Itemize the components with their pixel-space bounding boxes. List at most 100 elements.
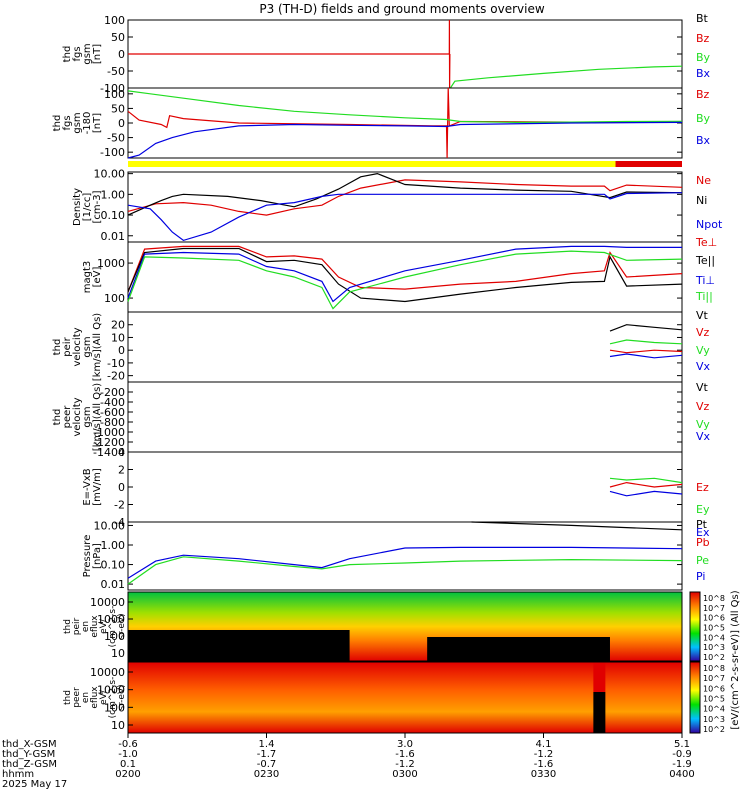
y-tick-label: 0	[118, 117, 125, 130]
y-axis-label: eflux	[90, 686, 100, 709]
y-axis-label: thd	[62, 46, 73, 63]
x-tick-label: 3.0	[397, 739, 413, 750]
x-axis-row-label: 2025 May 17	[2, 779, 67, 790]
series-line-Ti⊥	[127, 245, 682, 303]
y-tick-label: -200	[100, 386, 125, 399]
state-bar-yellow	[128, 161, 616, 167]
x-axis-row-label: thd_X-GSM	[2, 739, 57, 750]
legend-entry: Ey	[696, 503, 710, 516]
series-line-Vt	[609, 324, 683, 332]
panel-frame	[127, 311, 683, 383]
panel-pressure: 10.00 1.00 0.10 0.01 Pressure [nPa] Pt Pb Pe Pi	[82, 518, 710, 591]
x-tick-label: 0300	[392, 769, 417, 780]
y-axis-label: gsm	[82, 336, 93, 357]
y-axis-label: [eV]	[92, 267, 103, 288]
y-tick-label: -1000	[93, 426, 125, 439]
y-tick-label: -2	[114, 499, 125, 512]
state-bar-red	[615, 161, 682, 167]
y-tick-label: 100	[104, 14, 125, 27]
colorbar-label: [eV/(cm^2-s-sr-eV)] (All Qs)	[730, 590, 741, 729]
y-axis-label: [mV/m]	[92, 468, 103, 506]
legend-entry: Vy	[696, 418, 710, 431]
spectrogram-fill	[128, 662, 682, 733]
y-tick-label: -100	[100, 146, 125, 159]
series-line-Pe	[127, 556, 683, 585]
y-axis-label: Pressure	[82, 535, 93, 578]
panel-efield: 4 2 0 -2 -4 E=-VxB [mV/m] Ez Ey Ex	[82, 446, 710, 539]
panel-frame	[127, 591, 683, 662]
legend-entry: Bz	[696, 32, 710, 45]
legend-entry: Vt	[696, 381, 709, 394]
y-tick-label: 1.00	[101, 188, 126, 201]
colorbar-strip	[689, 661, 701, 734]
y-axis-label: sr-eV)	[117, 613, 127, 639]
legend-entry: By	[696, 51, 711, 64]
x-tick-label: -1.0	[118, 749, 138, 760]
x-tick-label: -1.2	[395, 759, 415, 770]
colorbar-tick-label: 10^2	[703, 653, 725, 662]
y-axis-label: peir	[62, 336, 73, 356]
y-axis-label: fgs	[72, 46, 83, 61]
legend-entry: Pe	[696, 554, 709, 567]
legend-entry: Te||	[695, 254, 715, 267]
y-tick-label: 100	[104, 88, 125, 101]
y-tick-label: -800	[100, 416, 125, 429]
legend-entry: Ez	[696, 481, 709, 494]
legend-entry: Bt	[696, 12, 709, 25]
y-axis-label: peer	[72, 687, 82, 708]
series-line-Bx	[127, 121, 683, 159]
x-tick-label: 0330	[531, 769, 556, 780]
x-tick-label: -1.2	[534, 749, 554, 760]
legend-entry: Bz	[696, 88, 710, 101]
y-tick-label: 50	[111, 31, 125, 44]
y-axis-label: gsm	[72, 112, 83, 133]
x-tick-label: 1.4	[259, 739, 275, 750]
colorbar: 10^810^710^610^510^410^310^210^810^710^6…	[689, 590, 741, 734]
y-tick-label: 0	[118, 344, 125, 357]
legend-entry: Vy	[696, 344, 710, 357]
colorbar-tick-label: 10^3	[703, 643, 725, 652]
colorbar-tick-label: 10^8	[703, 594, 725, 603]
legend-entry: Ti||	[695, 290, 713, 303]
legend-entry: Vz	[696, 400, 710, 413]
y-tick-label: -600	[100, 406, 125, 419]
y-axis-label: [km/s](All Qs)	[92, 313, 103, 381]
series-line-Bz	[128, 19, 451, 89]
series-line-Ey	[609, 477, 683, 484]
legend-entry: Ni	[696, 194, 707, 207]
colorbar-tick-label: 10^6	[703, 614, 725, 623]
y-axis-label: [nPa]	[92, 543, 103, 569]
y-axis-label: eV/	[99, 618, 109, 634]
x-axis-row-label: hhmm	[2, 769, 34, 780]
series-line-Ez	[609, 481, 683, 488]
y-tick-label: 0	[118, 48, 125, 61]
legend-entry: Pb	[696, 536, 710, 549]
y-axis-label: en	[81, 692, 91, 703]
y-axis-label: fgs	[62, 115, 73, 130]
y-tick-label: 1.00	[101, 539, 126, 552]
series-line-Vx	[609, 353, 683, 359]
panel-fgs: 100 50 0 -50 -100 thd fgs gsm [nT] Bt Bz By Bx	[62, 12, 711, 95]
y-tick-label: 10	[111, 647, 125, 660]
y-tick-label: 0.01	[101, 230, 126, 243]
y-axis-label: [km/s](All Qs)	[92, 383, 103, 451]
y-tick-label: 10000	[90, 666, 125, 679]
y-tick-label: 4	[118, 446, 125, 459]
colorbar-strip	[689, 591, 701, 662]
y-tick-label: -1200	[93, 436, 125, 449]
y-tick-label: 20	[111, 319, 125, 332]
y-axis-label: thd	[52, 339, 63, 356]
series-line-Vz	[609, 349, 683, 354]
y-tick-label: -20	[107, 370, 125, 383]
series-line-Ti||	[127, 250, 683, 310]
y-tick-label: 0.01	[101, 578, 126, 591]
series-line-Vy	[609, 339, 683, 345]
y-tick-label: 10000	[90, 596, 125, 609]
y-tick-label: -400	[100, 396, 125, 409]
y-tick-label: 100	[104, 292, 125, 305]
legend-entry: Ne	[696, 174, 711, 187]
legend-entry: Vt	[696, 309, 709, 322]
legend-entry: Bx	[696, 134, 711, 147]
